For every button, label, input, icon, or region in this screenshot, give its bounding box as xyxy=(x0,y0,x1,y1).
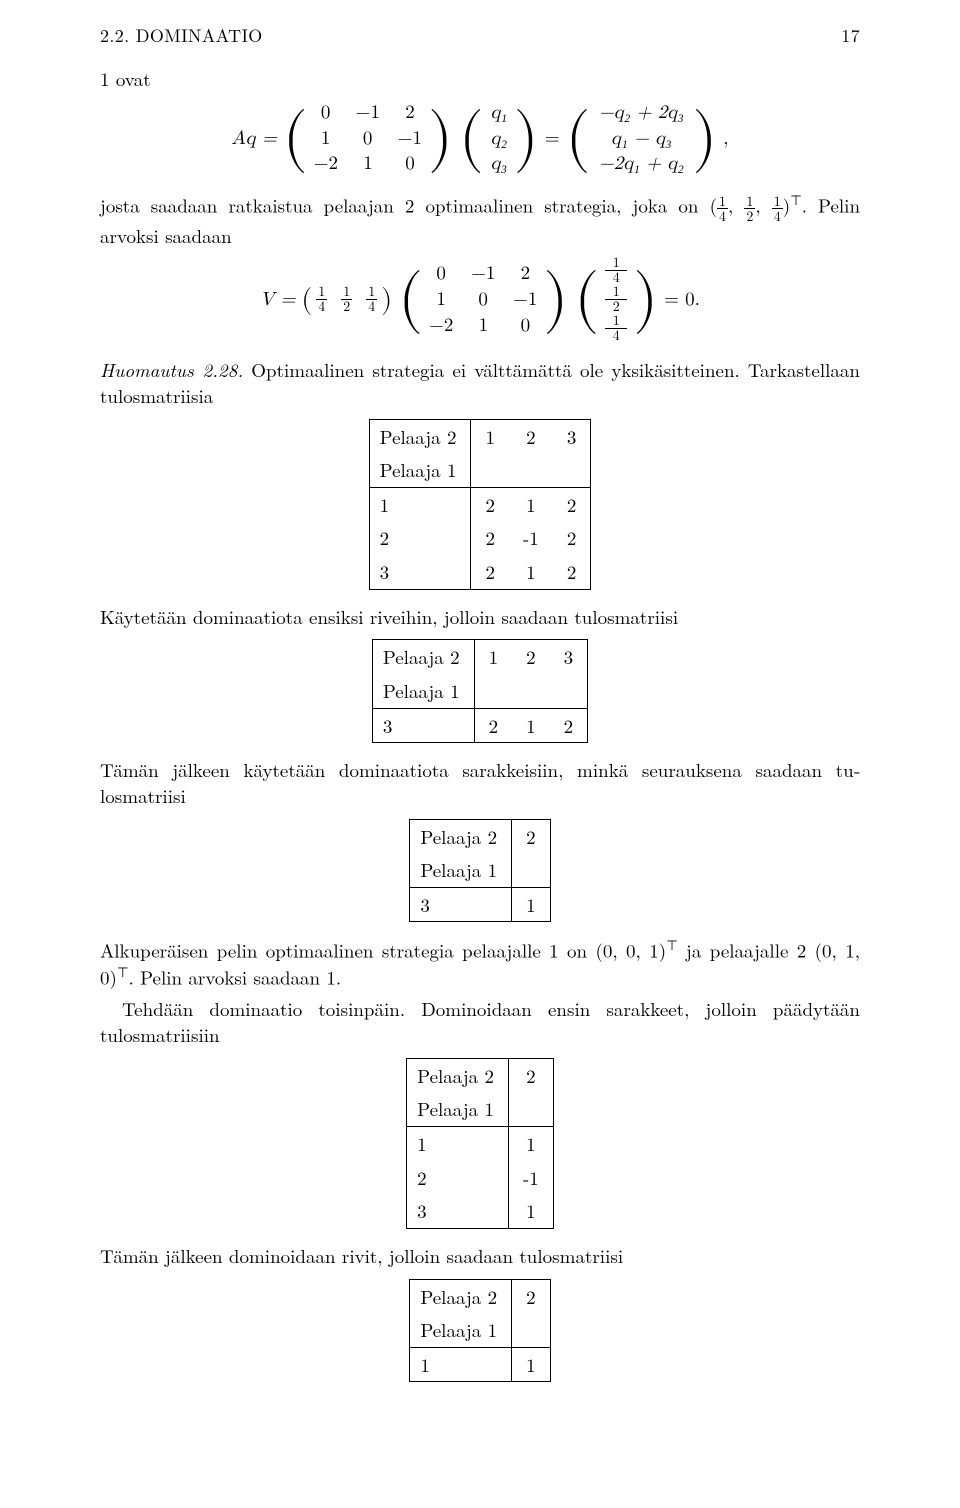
matrix-A: 0−12 10−1 −210 xyxy=(314,100,422,177)
page: 2.2. DOMINAATIO 17 1 ovat Aq = ( 0−12 10… xyxy=(0,0,960,1508)
matrix-A2: 0−12 10−1 −210 xyxy=(429,261,537,338)
payoff-table-4: Pelaaja 22 Pelaaja 1 11 2-1 31 xyxy=(406,1058,554,1229)
payoff-table-3: Pelaaja 22 Pelaaja 1 31 xyxy=(409,819,550,923)
eq1-equals: = xyxy=(545,126,560,152)
para-kaytetaan: Käytetään dominaatiota ensiksi riveihin,… xyxy=(100,604,860,630)
eq2-rhs: = 0. xyxy=(664,287,700,313)
vector-q: q₁ q₂ q₃ xyxy=(490,100,508,177)
page-number: 17 xyxy=(841,24,860,48)
vector-result: −q₂ + 2q₃ q₁ − q₃ −2q₁ + q₂ xyxy=(596,100,686,177)
para-taman1: Tämän jälkeen käytetään dominaatiota sar… xyxy=(100,757,860,808)
eq2-lhs: V = xyxy=(260,287,295,313)
col-fracs: 14 12 14 xyxy=(605,256,627,343)
para-josta: josta saadaan ratkaistua pelaajan 2 opti… xyxy=(100,191,860,248)
payoff-table-1: Pelaaja 2123 Pelaaja 1 1212 22-12 3212 xyxy=(369,419,592,590)
para-taman2: Tämän jälkeen dominoidaan rivit, jolloin… xyxy=(100,1243,860,1269)
payoff-table-5: Pelaaja 22 Pelaaja 1 11 xyxy=(409,1279,550,1383)
para-alkuper: Alkuperäisen pelin optimaalinen strategi… xyxy=(100,936,860,990)
running-header: 2.2. DOMINAATIO 17 xyxy=(100,24,860,48)
eq1-lhs: Aq = xyxy=(231,126,276,152)
equation-v: V = ( 14 12 14 ) ( 0−12 10−1 −210 ) ( 14… xyxy=(100,256,860,343)
line-1-ovat: 1 ovat xyxy=(100,66,860,92)
para-huomautus: Huomautus 2.28. Optimaalinen strategia e… xyxy=(100,357,860,408)
payoff-table-2: Pelaaja 2123 Pelaaja 1 3212 xyxy=(372,639,588,743)
para-tehdaan: Tehdään dominaatio toisinpäin. Dominoida… xyxy=(100,996,860,1047)
section-title: 2.2. DOMINAATIO xyxy=(100,24,263,48)
equation-aq: Aq = ( 0−12 10−1 −210 ) ( q₁ q₂ q₃ ) = (… xyxy=(100,100,860,177)
eq1-comma: , xyxy=(723,126,728,152)
